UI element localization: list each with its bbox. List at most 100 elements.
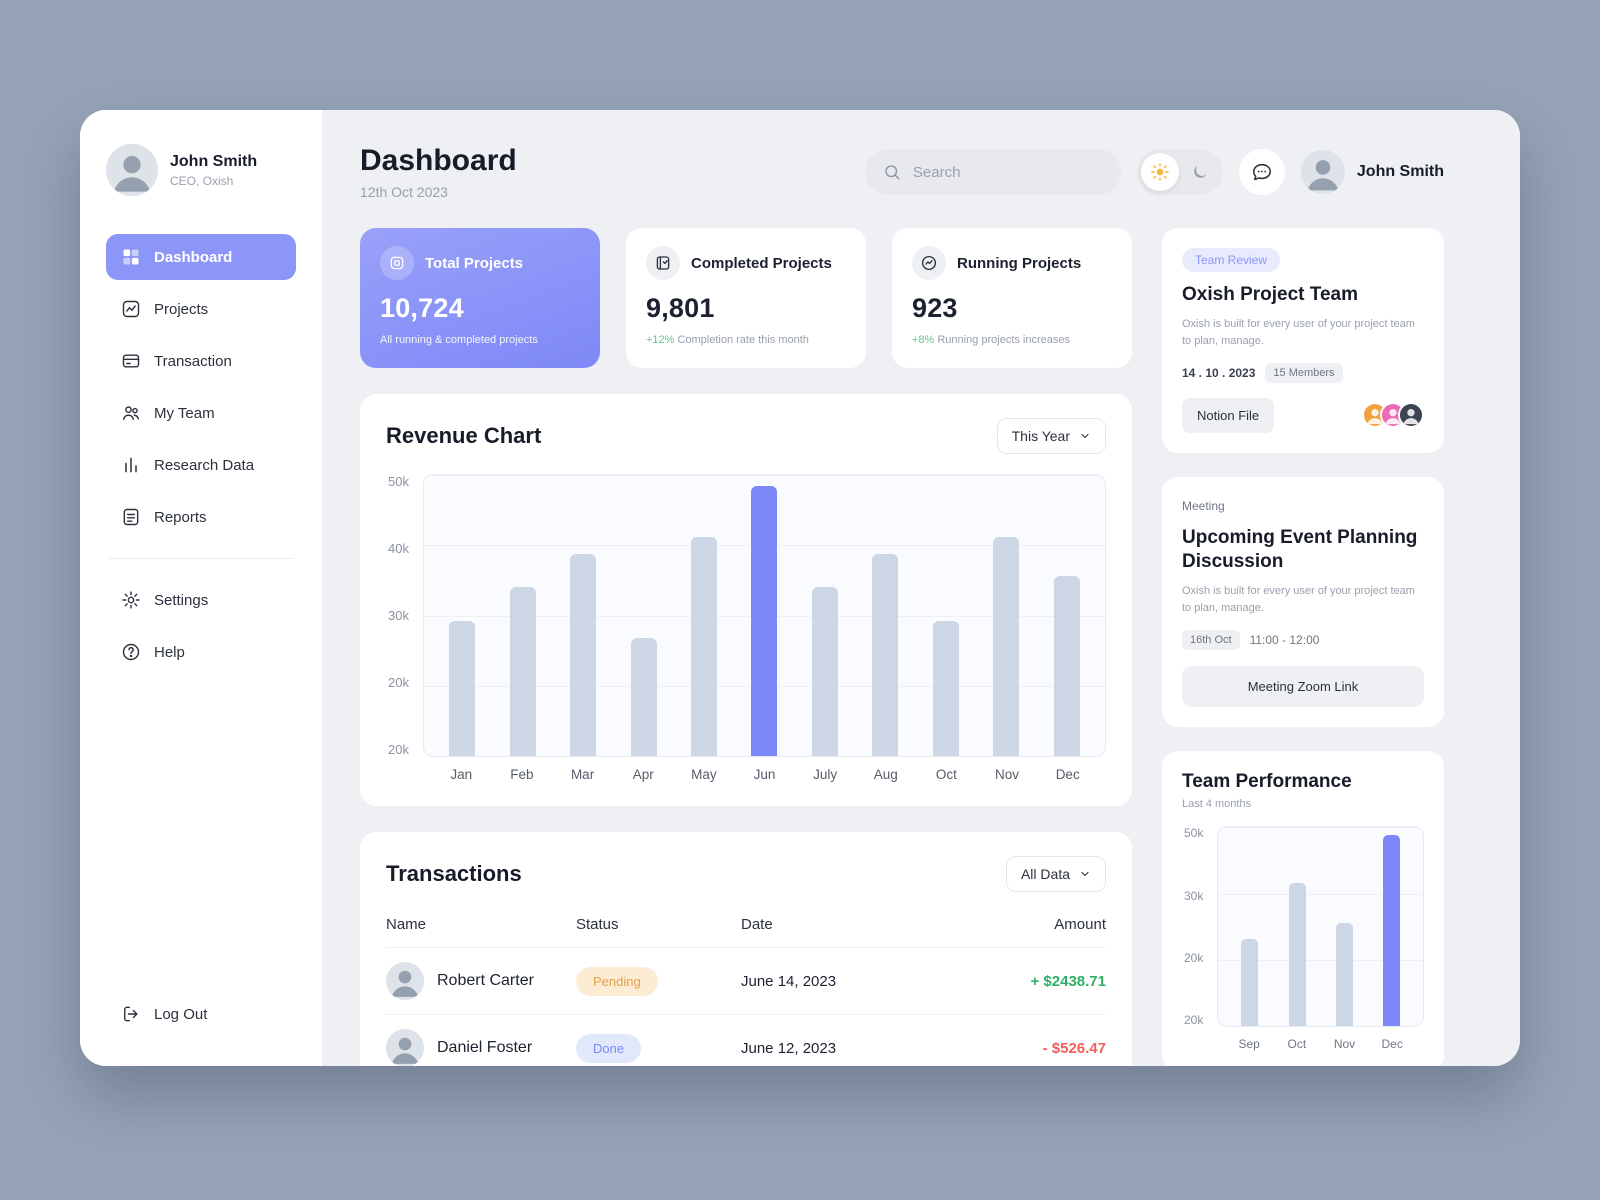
stat-subtext: All running & completed projects bbox=[380, 334, 538, 346]
page-title: Dashboard bbox=[360, 144, 517, 177]
chevron-down-icon bbox=[1081, 433, 1089, 439]
gridline bbox=[423, 475, 1105, 476]
bar-Dec bbox=[1053, 576, 1080, 756]
y-tick-label: 30k bbox=[1184, 888, 1204, 903]
bar-slot bbox=[795, 475, 855, 756]
sidebar-item-label: Settings bbox=[154, 591, 209, 609]
sidebar-item-label: Projects bbox=[154, 300, 209, 318]
x-axis: Sep Oct Nov Dec bbox=[1217, 1031, 1424, 1051]
transaction-icon bbox=[122, 354, 140, 368]
light-mode-button[interactable] bbox=[1140, 153, 1179, 191]
column-header-name: Name bbox=[386, 916, 427, 933]
logout-button[interactable]: Log Out bbox=[106, 992, 296, 1036]
y-tick-label: 20k bbox=[1184, 1013, 1204, 1028]
sidebar-item-transaction[interactable]: Transaction bbox=[106, 338, 296, 384]
team-review-badge: Team Review bbox=[1182, 248, 1281, 272]
gridline bbox=[424, 756, 1105, 757]
stat-subtext: +12% Completion rate this month bbox=[646, 334, 809, 346]
table-row[interactable]: Daniel Foster Done June 12, 2023 - $526.… bbox=[386, 1015, 1106, 1066]
sidebar-item-reports[interactable]: Reports bbox=[106, 494, 296, 540]
column-header-status: Status bbox=[576, 916, 619, 933]
page-date: 12th Oct 2023 bbox=[360, 184, 448, 200]
sidebar-item-research-data[interactable]: Research Data bbox=[106, 442, 296, 488]
bar-Feb bbox=[509, 587, 536, 756]
profile-role: CEO, Oxish bbox=[170, 173, 234, 188]
x-axis: Jan Feb Mar Apr May Jun July Aug Oct Nov Dec bbox=[423, 761, 1106, 782]
status-badge: Pending bbox=[576, 966, 658, 996]
x-tick-label: Sep bbox=[1238, 1037, 1260, 1052]
chevron-down-icon bbox=[1081, 871, 1089, 877]
y-tick-label: 20k bbox=[388, 742, 409, 757]
dark-mode-button[interactable] bbox=[1181, 153, 1219, 191]
bar-Mar bbox=[570, 553, 597, 756]
team-avatar-stack bbox=[1362, 402, 1424, 429]
status-badge: Done bbox=[576, 1033, 642, 1063]
meeting-card: Meeting Upcoming Event Planning Discussi… bbox=[1162, 476, 1444, 728]
notion-file-button[interactable]: Notion File bbox=[1182, 397, 1275, 433]
topbar-user[interactable]: John Smith bbox=[1300, 150, 1444, 194]
meeting-date-badge: 16th Oct bbox=[1182, 630, 1240, 651]
bar-Oct bbox=[1288, 882, 1306, 1027]
bar-slot bbox=[432, 475, 492, 756]
stat-label: Running Projects bbox=[957, 254, 1082, 272]
stat-card-running-projects[interactable]: Running Projects 923 +8% Running projects… bbox=[892, 228, 1132, 368]
sidebar-secondary-nav: Settings Help bbox=[106, 577, 296, 675]
y-axis: 50k 40k 30k 20k 20k bbox=[386, 474, 411, 757]
gridline bbox=[1218, 1026, 1423, 1027]
sidebar-item-my-team[interactable]: My Team bbox=[106, 390, 296, 436]
sidebar-item-projects[interactable]: Projects bbox=[106, 286, 296, 332]
y-tick-label: 40k bbox=[388, 541, 409, 556]
stat-label: Total Projects bbox=[425, 254, 524, 272]
transaction-date: June 12, 2023 bbox=[741, 1039, 837, 1057]
revenue-bar-chart: 50k 40k 30k 20k 20k Jan Feb Mar Apr May Jun July Aug… bbox=[386, 474, 1106, 782]
meeting-zoom-link-button[interactable]: Meeting Zoom Link bbox=[1182, 666, 1424, 708]
projects-icon bbox=[122, 300, 140, 318]
bars-group bbox=[1218, 827, 1423, 1027]
chart-plot-area bbox=[1217, 826, 1424, 1028]
dashboard-left-column: Total Projects 10,724 All running & comp… bbox=[360, 228, 1132, 1066]
sidebar-item-help[interactable]: Help bbox=[106, 629, 296, 675]
transactions-filter-dropdown[interactable]: All Data bbox=[1005, 856, 1106, 892]
table-row[interactable]: Robert Carter Pending June 14, 2023 + $2… bbox=[386, 948, 1106, 1015]
x-tick-label: Feb bbox=[510, 767, 534, 782]
stat-card-completed-projects[interactable]: Completed Projects 9,801 +12% Completion … bbox=[626, 228, 866, 368]
bar-slot bbox=[674, 475, 734, 756]
main-content: Dashboard 12th Oct 2023 bbox=[322, 110, 1520, 1066]
x-tick-label: Mar bbox=[570, 767, 595, 782]
bar-Aug bbox=[872, 553, 899, 756]
transactions-title: Transactions bbox=[386, 861, 522, 886]
bar-slot bbox=[1321, 827, 1368, 1027]
sidebar-item-label: Transaction bbox=[154, 352, 232, 370]
y-tick-label: 20k bbox=[388, 675, 409, 690]
stat-value: 923 bbox=[912, 293, 958, 323]
x-tick-label: May bbox=[691, 767, 717, 782]
profile-name: John Smith bbox=[170, 152, 258, 170]
user-avatar bbox=[1300, 150, 1345, 194]
bars-group bbox=[424, 475, 1105, 756]
bar-Nov bbox=[1335, 922, 1353, 1027]
row-avatar bbox=[386, 1029, 424, 1066]
bar-Nov bbox=[993, 536, 1020, 756]
transaction-name: Daniel Foster bbox=[437, 1039, 533, 1056]
moon-icon bbox=[1194, 165, 1207, 178]
sidebar-item-settings[interactable]: Settings bbox=[106, 577, 296, 623]
sidebar-profile: John Smith CEO, Oxish bbox=[106, 144, 296, 196]
sidebar-item-dashboard[interactable]: Dashboard bbox=[106, 234, 296, 280]
stat-card-total-projects[interactable]: Total Projects 10,724 All running & comp… bbox=[360, 228, 600, 368]
meeting-description: Oxish is built for every user of your pr… bbox=[1182, 585, 1415, 615]
transactions-filter-label: All Data bbox=[1020, 866, 1070, 882]
sidebar-item-label: My Team bbox=[154, 404, 215, 422]
settings-icon bbox=[122, 591, 140, 609]
team-icon bbox=[122, 406, 140, 420]
total-projects-icon bbox=[380, 246, 414, 280]
search-input[interactable] bbox=[910, 162, 1103, 182]
messages-button[interactable] bbox=[1238, 149, 1285, 195]
gridline bbox=[1218, 827, 1423, 829]
revenue-filter-dropdown[interactable]: This Year bbox=[996, 418, 1106, 454]
column-header-amount: Amount bbox=[1054, 916, 1106, 933]
row-avatar bbox=[386, 962, 424, 1000]
stat-label: Completed Projects bbox=[691, 254, 832, 272]
search-box bbox=[864, 149, 1121, 195]
bar-slot bbox=[1037, 475, 1097, 756]
bar-slot bbox=[492, 475, 552, 756]
